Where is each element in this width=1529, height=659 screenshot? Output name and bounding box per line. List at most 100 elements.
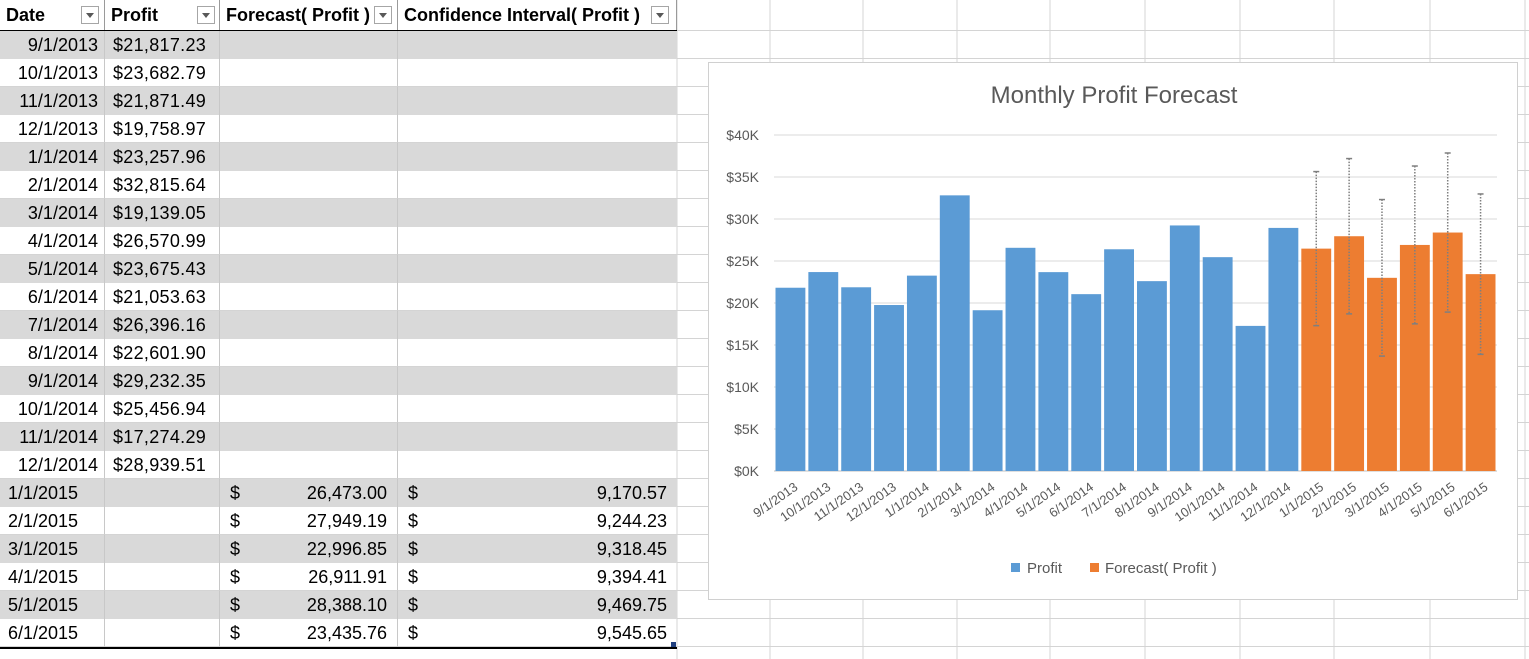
- cell-date[interactable]: 10/1/2014: [0, 395, 105, 423]
- cell-date[interactable]: 4/1/2015: [0, 563, 105, 591]
- cell-date[interactable]: 11/1/2013: [0, 87, 105, 115]
- cell-forecast[interactable]: [220, 395, 398, 423]
- cell-date[interactable]: 3/1/2015: [0, 535, 105, 563]
- cell-forecast[interactable]: $23,435.76: [220, 619, 398, 647]
- filter-dropdown-icon[interactable]: [374, 6, 392, 24]
- cell-date[interactable]: 5/1/2015: [0, 591, 105, 619]
- cell-profit[interactable]: [105, 479, 220, 507]
- filter-dropdown-icon[interactable]: [197, 6, 215, 24]
- cell-date[interactable]: 7/1/2014: [0, 311, 105, 339]
- cell-forecast[interactable]: [220, 339, 398, 367]
- cell-date[interactable]: 6/1/2015: [0, 619, 105, 647]
- cell-date[interactable]: 11/1/2014: [0, 423, 105, 451]
- monthly-profit-chart[interactable]: Monthly Profit Forecast $0K $5K $10K $15K $20…: [708, 62, 1518, 600]
- cell-forecast[interactable]: [220, 171, 398, 199]
- cell-forecast[interactable]: [220, 199, 398, 227]
- cell-profit[interactable]: $28,939.51: [105, 451, 220, 479]
- cell-confidence-interval[interactable]: $9,394.41: [398, 563, 677, 591]
- cell-confidence-interval[interactable]: [398, 31, 677, 59]
- cell-date[interactable]: 8/1/2014: [0, 339, 105, 367]
- cell-profit[interactable]: [105, 619, 220, 647]
- cell-confidence-interval[interactable]: [398, 59, 677, 87]
- cell-profit[interactable]: $19,139.05: [105, 199, 220, 227]
- cell-confidence-interval[interactable]: [398, 199, 677, 227]
- cell-profit[interactable]: $21,817.23: [105, 31, 220, 59]
- cell-date[interactable]: 6/1/2014: [0, 283, 105, 311]
- cell-forecast[interactable]: [220, 423, 398, 451]
- header-forecast[interactable]: Forecast( Profit ): [220, 0, 398, 30]
- cell-forecast[interactable]: [220, 115, 398, 143]
- cell-confidence-interval[interactable]: $9,170.57: [398, 479, 677, 507]
- cell-date[interactable]: 12/1/2013: [0, 115, 105, 143]
- cell-confidence-interval[interactable]: $9,469.75: [398, 591, 677, 619]
- cell-profit[interactable]: $26,570.99: [105, 227, 220, 255]
- cell-confidence-interval[interactable]: $9,318.45: [398, 535, 677, 563]
- cell-profit[interactable]: $17,274.29: [105, 423, 220, 451]
- cell-forecast[interactable]: [220, 227, 398, 255]
- cell-profit[interactable]: [105, 507, 220, 535]
- cell-forecast[interactable]: [220, 59, 398, 87]
- cell-date[interactable]: 2/1/2014: [0, 171, 105, 199]
- cell-confidence-interval[interactable]: [398, 339, 677, 367]
- chart-canvas: Monthly Profit Forecast $0K $5K $10K $15K $20…: [726, 82, 1497, 577]
- cell-date[interactable]: 5/1/2014: [0, 255, 105, 283]
- cell-profit[interactable]: [105, 535, 220, 563]
- header-profit[interactable]: Profit: [105, 0, 220, 30]
- cell-forecast[interactable]: [220, 367, 398, 395]
- cell-profit[interactable]: $19,758.97: [105, 115, 220, 143]
- cell-forecast[interactable]: $27,949.19: [220, 507, 398, 535]
- filter-dropdown-icon[interactable]: [81, 6, 99, 24]
- cell-forecast[interactable]: $26,473.00: [220, 479, 398, 507]
- cell-confidence-interval[interactable]: $9,244.23: [398, 507, 677, 535]
- cell-profit[interactable]: $32,815.64: [105, 171, 220, 199]
- cell-confidence-interval[interactable]: [398, 311, 677, 339]
- cell-profit[interactable]: [105, 563, 220, 591]
- cell-profit[interactable]: [105, 591, 220, 619]
- cell-forecast[interactable]: [220, 255, 398, 283]
- cell-date[interactable]: 2/1/2015: [0, 507, 105, 535]
- cell-forecast[interactable]: $26,911.91: [220, 563, 398, 591]
- cell-confidence-interval[interactable]: [398, 87, 677, 115]
- cell-forecast[interactable]: [220, 451, 398, 479]
- cell-date[interactable]: 3/1/2014: [0, 199, 105, 227]
- cell-profit[interactable]: $23,257.96: [105, 143, 220, 171]
- cell-confidence-interval[interactable]: [398, 367, 677, 395]
- cell-forecast[interactable]: $28,388.10: [220, 591, 398, 619]
- cell-profit[interactable]: $25,456.94: [105, 395, 220, 423]
- cell-forecast[interactable]: [220, 311, 398, 339]
- cell-forecast[interactable]: [220, 87, 398, 115]
- cell-forecast[interactable]: [220, 143, 398, 171]
- header-date[interactable]: Date: [0, 0, 105, 30]
- cell-date[interactable]: 1/1/2014: [0, 143, 105, 171]
- cell-date[interactable]: 4/1/2014: [0, 227, 105, 255]
- cell-confidence-interval[interactable]: [398, 451, 677, 479]
- cell-confidence-interval[interactable]: [398, 423, 677, 451]
- header-confidence-interval[interactable]: Confidence Interval( Profit ): [398, 0, 677, 30]
- cell-confidence-interval[interactable]: [398, 395, 677, 423]
- cell-profit[interactable]: $21,053.63: [105, 283, 220, 311]
- cell-profit[interactable]: $26,396.16: [105, 311, 220, 339]
- cell-date[interactable]: 9/1/2013: [0, 31, 105, 59]
- cell-date[interactable]: 10/1/2013: [0, 59, 105, 87]
- cell-forecast[interactable]: [220, 31, 398, 59]
- cell-forecast[interactable]: [220, 283, 398, 311]
- filter-dropdown-icon[interactable]: [651, 6, 669, 24]
- cell-confidence-interval[interactable]: [398, 283, 677, 311]
- cell-forecast[interactable]: $22,996.85: [220, 535, 398, 563]
- table-resize-handle[interactable]: [671, 642, 676, 647]
- cell-profit[interactable]: $29,232.35: [105, 367, 220, 395]
- cell-confidence-interval[interactable]: [398, 255, 677, 283]
- cell-profit[interactable]: $23,675.43: [105, 255, 220, 283]
- cell-confidence-interval[interactable]: [398, 115, 677, 143]
- cell-confidence-interval[interactable]: [398, 171, 677, 199]
- cell-confidence-interval[interactable]: [398, 143, 677, 171]
- cell-date[interactable]: 9/1/2014: [0, 367, 105, 395]
- cell-profit[interactable]: $23,682.79: [105, 59, 220, 87]
- cell-date[interactable]: 1/1/2015: [0, 479, 105, 507]
- cell-profit[interactable]: $21,871.49: [105, 87, 220, 115]
- cell-date[interactable]: 12/1/2014: [0, 451, 105, 479]
- cell-profit[interactable]: $22,601.90: [105, 339, 220, 367]
- cell-confidence-interval[interactable]: $9,545.65: [398, 619, 677, 647]
- y-tick-label: $30K: [726, 211, 759, 227]
- cell-confidence-interval[interactable]: [398, 227, 677, 255]
